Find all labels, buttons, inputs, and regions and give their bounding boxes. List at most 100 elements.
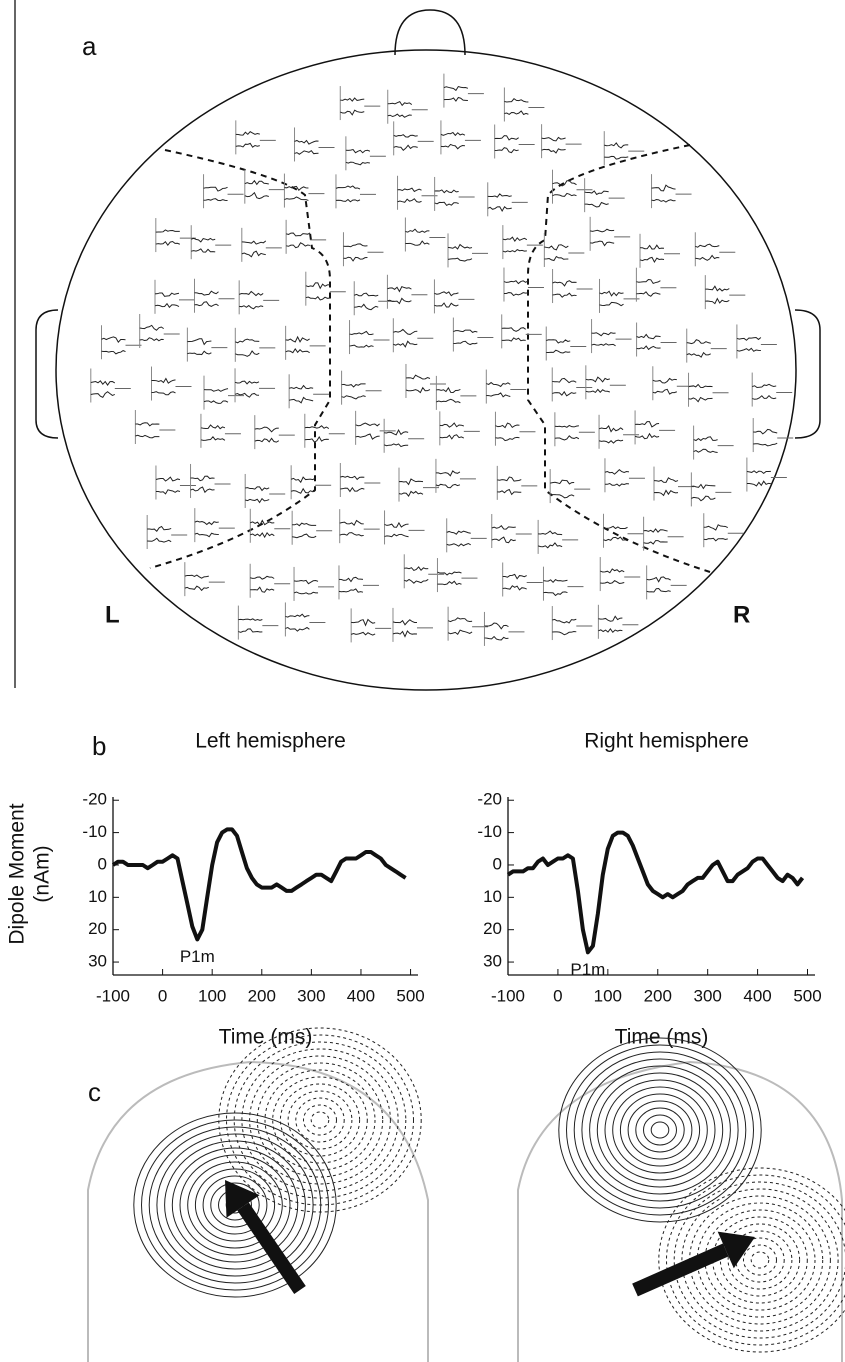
dipole-arrow <box>632 1243 729 1297</box>
side-label: R <box>733 601 750 628</box>
y-tick-label: 10 <box>483 887 502 906</box>
sensor <box>541 124 582 159</box>
field-contour <box>210 1182 260 1228</box>
sensor <box>585 365 626 400</box>
sensor-trace <box>501 327 526 332</box>
data-line <box>111 827 407 942</box>
field-contour <box>233 1041 407 1199</box>
sensor-trace <box>599 301 624 307</box>
sensor-trace <box>585 376 610 383</box>
sensor <box>403 554 445 589</box>
sensor <box>496 465 538 500</box>
sensor-trace <box>155 229 180 233</box>
sensor-trace <box>435 470 461 477</box>
sensor <box>494 411 536 446</box>
sensor-trace <box>250 531 275 539</box>
field-contour <box>264 1069 376 1171</box>
sensor-trace <box>646 587 671 593</box>
sensor <box>653 466 695 501</box>
sensor-trace <box>434 189 459 194</box>
chart-title: Left hemisphere <box>195 730 346 753</box>
y-tick-label: 30 <box>483 952 502 971</box>
sensor <box>339 86 381 121</box>
sensor-trace <box>652 388 677 395</box>
field-contour <box>272 1076 368 1164</box>
right-ear <box>794 309 821 439</box>
y-tick-label: -10 <box>82 822 107 841</box>
sensor <box>487 182 528 217</box>
sensor-trace <box>289 396 314 404</box>
sensor-trace <box>543 591 568 597</box>
sensor-trace <box>651 199 676 203</box>
sensor-trace <box>584 190 609 196</box>
panel-label: c <box>88 1077 101 1107</box>
sensor <box>554 412 595 447</box>
sensor <box>134 410 176 445</box>
data-line <box>506 830 805 955</box>
sensor-trace <box>502 573 527 580</box>
sensor-trace <box>447 617 473 623</box>
sensor-trace <box>484 622 509 630</box>
sensor <box>639 233 681 268</box>
sensor-trace <box>343 243 368 248</box>
sensor <box>335 174 376 209</box>
x-tick-label: -100 <box>96 986 130 1005</box>
sensor-trace <box>241 240 267 245</box>
sensor-trace <box>155 489 181 495</box>
sensor-trace <box>447 243 473 250</box>
sensor-trace <box>383 443 409 448</box>
sensor-trace <box>284 196 309 201</box>
sensor-trace <box>538 530 563 536</box>
sensor-trace <box>200 424 226 430</box>
sensor <box>398 467 440 502</box>
sensor <box>345 136 386 171</box>
sensor-trace <box>604 142 629 149</box>
sensor-trace <box>404 566 429 572</box>
y-tick-label: -20 <box>477 790 502 809</box>
sensor-trace <box>443 96 468 102</box>
sensor <box>355 410 396 445</box>
sensor-trace <box>405 374 431 380</box>
x-tick-label: 100 <box>198 986 226 1005</box>
sensor <box>249 563 291 598</box>
sensor-trace <box>154 292 180 297</box>
sensor-trace <box>238 628 263 633</box>
sensor <box>387 89 428 124</box>
sensor <box>694 232 736 267</box>
sensor-trace <box>634 432 660 440</box>
sensor-trace <box>286 232 311 237</box>
sensor-trace <box>404 578 429 584</box>
sensor-trace <box>504 97 529 103</box>
sensor <box>751 372 793 407</box>
sensor-trace <box>746 470 771 475</box>
sensor-trace <box>191 237 216 243</box>
sensor-trace <box>349 330 374 336</box>
field-contour <box>310 1111 330 1129</box>
head-surface <box>87 1060 429 1362</box>
sensor <box>704 275 746 310</box>
sensor <box>552 269 593 304</box>
sensor-trace <box>554 435 580 441</box>
sensor <box>652 366 693 401</box>
sensor-trace <box>603 525 628 530</box>
field-contour <box>287 1090 353 1150</box>
sensor-trace <box>550 479 575 485</box>
dipole-arrow <box>237 1202 306 1294</box>
panel-label: a <box>82 31 97 61</box>
sensor <box>392 318 434 353</box>
sensor-trace <box>151 377 176 384</box>
sensor-trace <box>736 336 762 341</box>
sensor-trace <box>235 350 260 357</box>
sensor-trace <box>194 301 219 307</box>
field-contour <box>194 1168 276 1242</box>
sensor-trace <box>585 388 610 394</box>
sensor <box>384 510 425 545</box>
sensor <box>386 274 428 309</box>
sensor-trace <box>384 429 409 436</box>
sensor-trace <box>484 635 509 641</box>
sensor <box>294 127 335 162</box>
sensor-trace <box>194 532 219 538</box>
sensor-trace <box>345 161 370 166</box>
